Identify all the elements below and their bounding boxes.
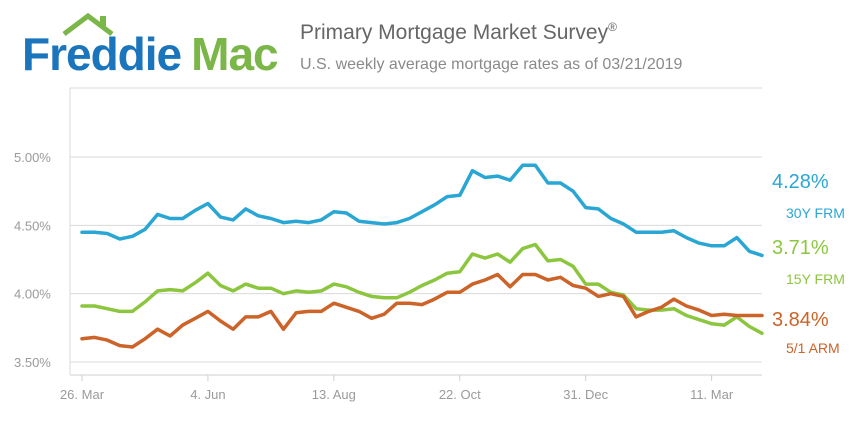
house-roof-icon — [62, 12, 114, 36]
chart-subtitle: U.S. weekly average mortgage rates as of… — [300, 56, 683, 73]
series-name-frm30: 30Y FRM — [786, 205, 845, 221]
freddie-mac-logo: Freddie Mac — [22, 12, 279, 80]
series-layer — [80, 163, 764, 349]
series-line-arm51 — [80, 272, 764, 349]
series-last-value-frm30: 4.28% — [772, 171, 829, 193]
logo-wordmark-freddie: Freddie — [22, 28, 182, 80]
x-tick-label: 4. Jun — [190, 387, 225, 402]
series-line-frm15 — [80, 242, 764, 336]
x-tick-label: 22. Oct — [439, 387, 481, 402]
series-last-value-frm15: 3.71% — [772, 237, 829, 259]
logo-wordmark: Freddie Mac — [22, 28, 279, 80]
series-name-arm51: 5/1 ARM — [786, 340, 840, 356]
series-line-frm30 — [80, 163, 764, 258]
logo-wordmark-mac: Mac — [191, 28, 278, 80]
x-tick-label: 31. Dec — [563, 387, 608, 402]
x-tick-label: 13. Aug — [312, 387, 356, 402]
series-last-value-arm51: 3.84% — [772, 309, 829, 331]
y-tick-label: 4.50% — [14, 218, 51, 233]
y-tick-label: 3.50% — [14, 355, 51, 370]
x-tick-label: 26. Mar — [60, 387, 105, 402]
chart-title: Primary Mortgage Market Survey® — [300, 20, 617, 45]
chart-title-text: Primary Mortgage Market Survey — [300, 21, 609, 44]
x-tick-label: 11. Mar — [690, 387, 734, 402]
y-tick-label: 4.00% — [14, 287, 51, 302]
label-layer: 4.28% 30Y FRM 3.71% 15Y FRM 3.84% 5/1 ARM — [772, 171, 845, 356]
y-tick-label: 5.00% — [14, 150, 51, 165]
registered-mark: ® — [608, 20, 617, 34]
grid-layer: 5.00% 4.50% 4.00% 3.50% 26. Mar 4. Jun 13. Aug… — [14, 87, 762, 402]
series-name-frm15: 15Y FRM — [786, 271, 845, 287]
